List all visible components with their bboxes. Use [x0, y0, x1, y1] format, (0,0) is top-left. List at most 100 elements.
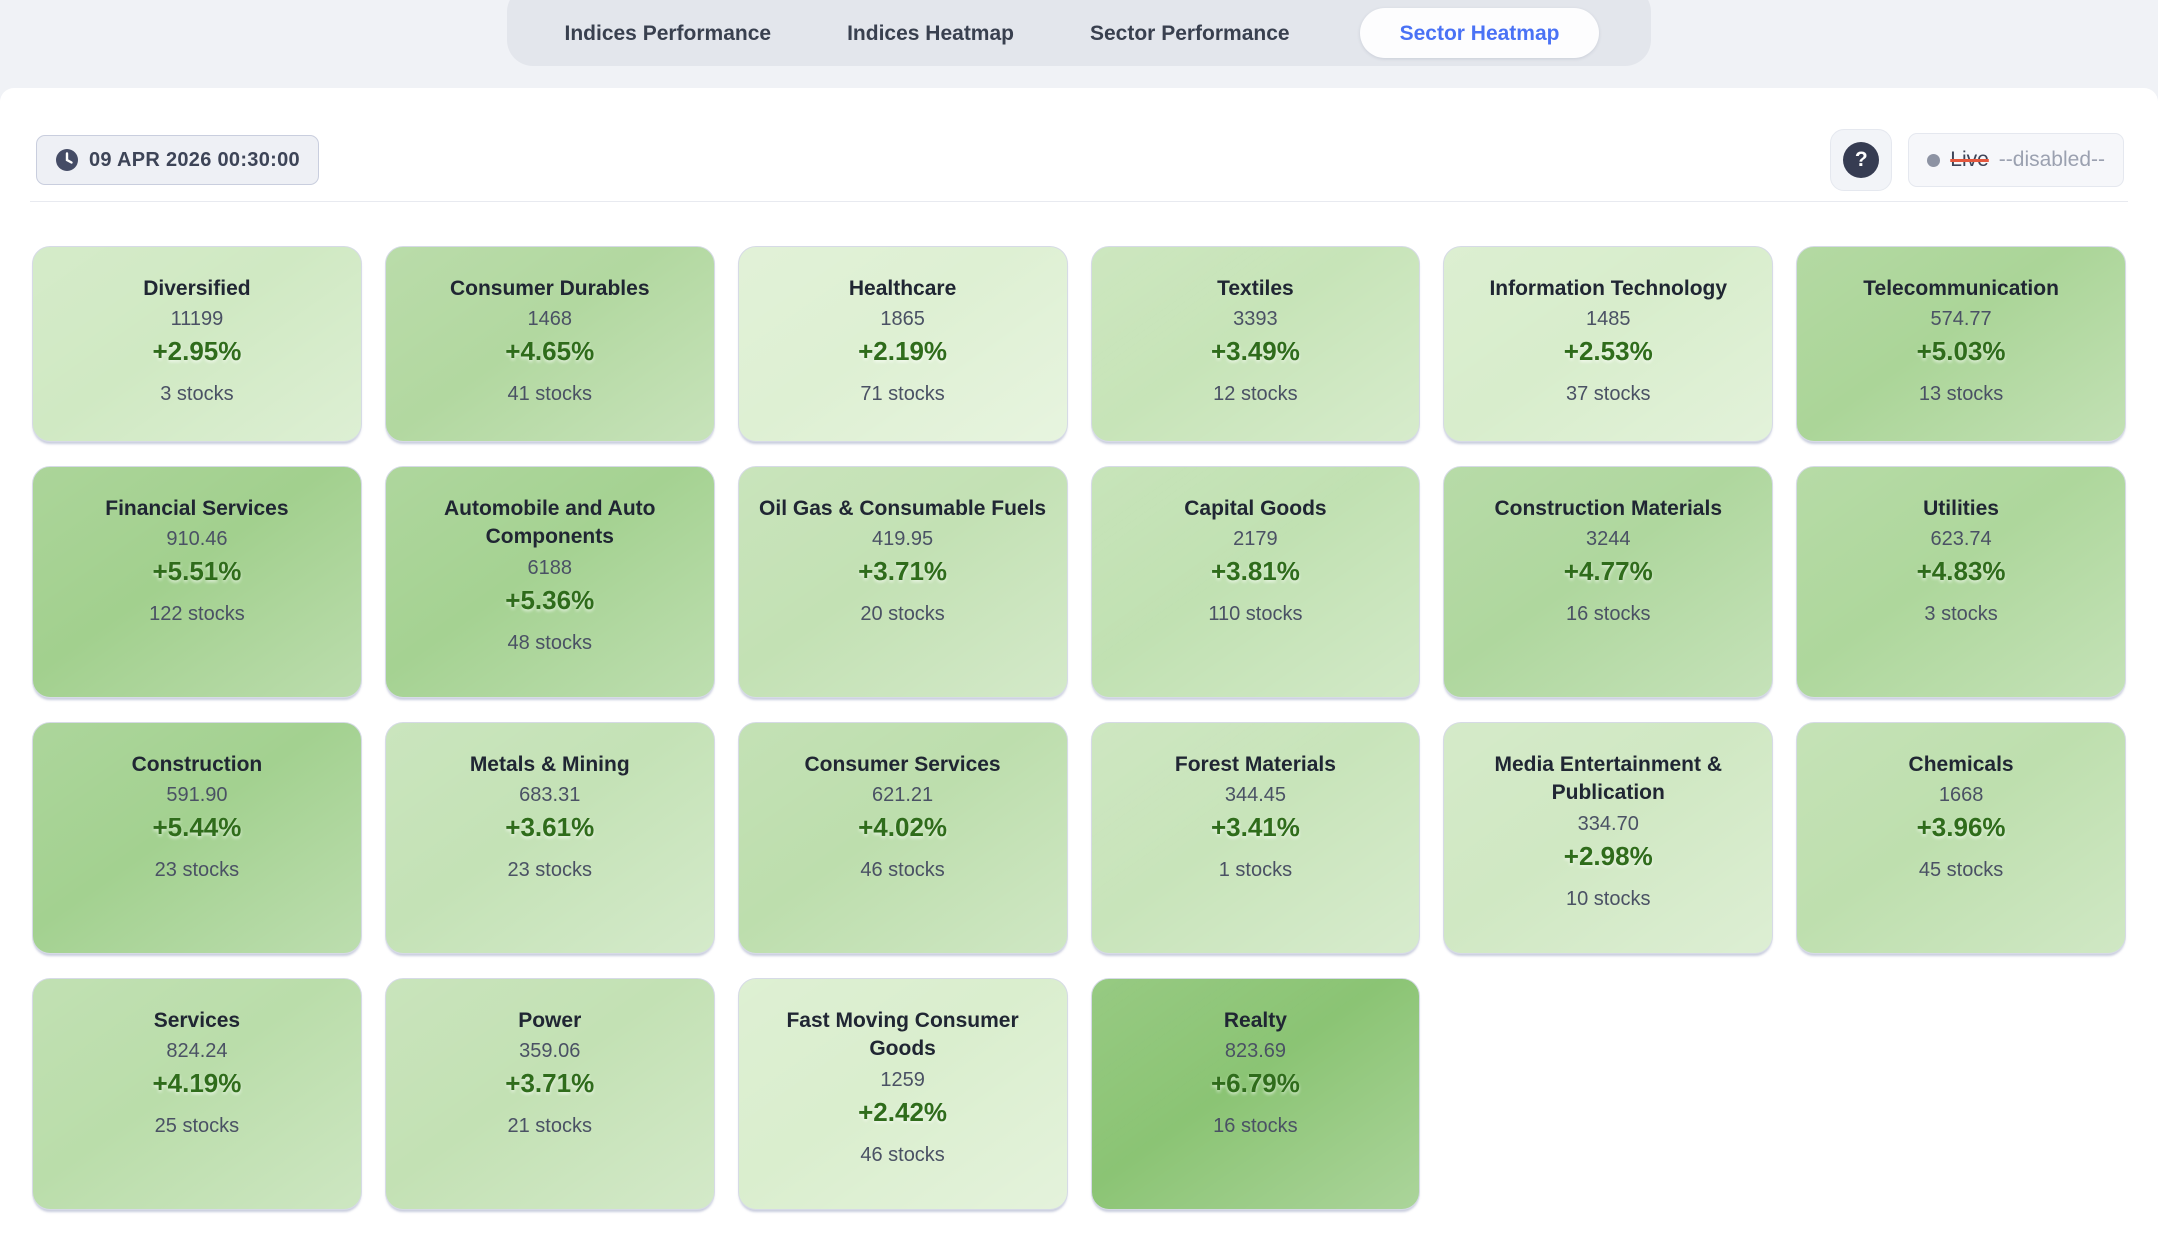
- sector-change-percent: +4.77%: [1563, 556, 1653, 587]
- live-disabled-label: --disabled--: [1998, 148, 2105, 171]
- sector-change-percent: +3.61%: [505, 812, 595, 843]
- sector-change-percent: +5.44%: [152, 812, 242, 843]
- sector-name: Capital Goods: [1184, 497, 1327, 520]
- sector-index-value: 11199: [170, 308, 224, 331]
- sector-change-percent: +5.51%: [152, 556, 242, 587]
- sector-heatmap-grid: Diversified 11199 +2.95% 3 stocks Consum…: [30, 202, 2128, 1234]
- sector-name: Media Entertainment & Publication: [1494, 753, 1723, 805]
- live-toggle[interactable]: Live --disabled--: [1908, 133, 2124, 187]
- live-label: Live: [1950, 148, 1989, 171]
- header-right: ? Live --disabled--: [1830, 129, 2124, 191]
- sector-change-percent: +2.19%: [858, 336, 948, 367]
- sector-card[interactable]: Services 824.24 +4.19% 25 stocks: [32, 978, 362, 1210]
- tab-sector-performance[interactable]: Sector Performance: [1084, 8, 1296, 58]
- sector-stock-count: 110 stocks: [1208, 603, 1303, 626]
- clock-icon: [56, 149, 78, 171]
- tab-sector-heatmap[interactable]: Sector Heatmap: [1359, 8, 1600, 58]
- sector-index-value: 344.45: [1224, 784, 1286, 807]
- sector-name: Chemicals: [1908, 753, 2014, 776]
- sector-name: Fast Moving Consumer Goods: [786, 1009, 1019, 1061]
- tab-strip: Indices Performance Indices Heatmap Sect…: [506, 0, 1652, 66]
- sector-stock-count: 45 stocks: [1918, 859, 2004, 882]
- sector-index-value: 621.21: [871, 784, 934, 807]
- sector-card[interactable]: Telecommunication 574.77 +5.03% 13 stock…: [1796, 246, 2126, 442]
- sector-name: Consumer Durables: [449, 277, 650, 300]
- sector-stock-count: 16 stocks: [1213, 1115, 1298, 1138]
- sector-card[interactable]: Construction 591.90 +5.44% 23 stocks: [32, 722, 362, 954]
- sector-index-value: 824.24: [166, 1040, 228, 1063]
- sector-change-percent: +3.96%: [1916, 812, 2006, 843]
- sector-change-percent: +2.98%: [1563, 840, 1653, 871]
- sector-change-percent: +6.79%: [1210, 1068, 1300, 1099]
- sector-card[interactable]: Diversified 11199 +2.95% 3 stocks: [32, 246, 362, 442]
- sector-change-percent: +3.49%: [1210, 336, 1300, 367]
- tab-indices-performance[interactable]: Indices Performance: [559, 8, 778, 58]
- sector-stock-count: 13 stocks: [1918, 383, 2004, 406]
- sector-change-percent: +4.65%: [505, 336, 595, 367]
- sector-card[interactable]: Financial Services 910.46 +5.51% 122 sto…: [32, 466, 362, 698]
- main-panel: 09 APR 2026 00:30:00 ? Live --disabled--…: [0, 88, 2158, 1234]
- help-button[interactable]: ?: [1830, 129, 1893, 191]
- timestamp-chip: 09 APR 2026 00:30:00: [36, 135, 319, 185]
- sector-name: Consumer Services: [804, 753, 1001, 776]
- question-icon: ?: [1843, 142, 1880, 178]
- panel-header: 09 APR 2026 00:30:00 ? Live --disabled--: [30, 88, 2128, 202]
- sector-card[interactable]: Forest Materials 344.45 +3.41% 1 stocks: [1090, 722, 1421, 954]
- sector-index-value: 419.95: [871, 528, 934, 551]
- sector-index-value: 1865: [880, 308, 925, 331]
- sector-stock-count: 122 stocks: [149, 603, 245, 626]
- sector-name: Financial Services: [105, 497, 289, 520]
- sector-card[interactable]: Chemicals 1668 +3.96% 45 stocks: [1796, 722, 2126, 954]
- sector-card[interactable]: Construction Materials 3244 +4.77% 16 st…: [1443, 466, 1774, 698]
- sector-card[interactable]: Consumer Services 621.21 +4.02% 46 stock…: [737, 722, 1068, 954]
- sector-change-percent: +3.41%: [1210, 812, 1300, 843]
- sector-name: Oil Gas & Consumable Fuels: [759, 497, 1047, 520]
- sector-card[interactable]: Healthcare 1865 +2.19% 71 stocks: [737, 246, 1068, 442]
- sector-index-value: 3393: [1233, 308, 1278, 331]
- sector-name: Information Technology: [1489, 277, 1728, 300]
- sector-card[interactable]: Consumer Durables 1468 +4.65% 41 stocks: [384, 246, 715, 442]
- sector-card[interactable]: Automobile and Auto Components 6188 +5.3…: [384, 466, 715, 698]
- sector-index-value: 3244: [1585, 528, 1631, 551]
- sector-name: Construction Materials: [1494, 497, 1723, 520]
- sector-stock-count: 25 stocks: [154, 1115, 240, 1138]
- sector-card[interactable]: Utilities 623.74 +4.83% 3 stocks: [1796, 466, 2126, 698]
- sector-name: Automobile and Auto Components: [443, 497, 656, 549]
- sector-card[interactable]: Metals & Mining 683.31 +3.61% 23 stocks: [384, 722, 715, 954]
- top-bar: Indices Performance Indices Heatmap Sect…: [0, 0, 2158, 88]
- sector-index-value: 6188: [527, 556, 572, 579]
- sector-index-value: 823.69: [1224, 1040, 1286, 1063]
- sector-index-value: 1259: [880, 1068, 925, 1091]
- sector-index-value: 591.90: [166, 784, 228, 807]
- sector-index-value: 683.31: [519, 784, 581, 807]
- live-dot-icon: [1927, 153, 1941, 167]
- sector-stock-count: 48 stocks: [507, 631, 592, 654]
- sector-card[interactable]: Power 359.06 +3.71% 21 stocks: [384, 978, 715, 1210]
- sector-change-percent: +3.71%: [505, 1068, 595, 1099]
- sector-index-value: 2179: [1233, 528, 1278, 551]
- sector-stock-count: 46 stocks: [860, 859, 945, 882]
- sector-stock-count: 71 stocks: [860, 383, 945, 406]
- sector-stock-count: 3 stocks: [160, 383, 234, 406]
- tab-indices-heatmap[interactable]: Indices Heatmap: [841, 8, 1020, 58]
- sector-stock-count: 21 stocks: [507, 1115, 592, 1138]
- sector-name: Diversified: [143, 277, 251, 300]
- sector-card[interactable]: Realty 823.69 +6.79% 16 stocks: [1090, 978, 1421, 1210]
- sector-stock-count: 10 stocks: [1566, 887, 1651, 910]
- sector-index-value: 1485: [1585, 308, 1631, 331]
- sector-index-value: 334.70: [1577, 812, 1639, 835]
- sector-card[interactable]: Fast Moving Consumer Goods 1259 +2.42% 4…: [737, 978, 1068, 1210]
- sector-change-percent: +4.19%: [152, 1068, 242, 1099]
- sector-name: Telecommunication: [1863, 277, 2059, 300]
- sector-card[interactable]: Oil Gas & Consumable Fuels 419.95 +3.71%…: [737, 466, 1068, 698]
- sector-change-percent: +5.03%: [1916, 336, 2006, 367]
- sector-card[interactable]: Capital Goods 2179 +3.81% 110 stocks: [1090, 466, 1421, 698]
- sector-name: Forest Materials: [1174, 753, 1336, 776]
- sector-name: Power: [518, 1009, 582, 1032]
- sector-name: Metals & Mining: [469, 753, 630, 776]
- sector-card[interactable]: Media Entertainment & Publication 334.70…: [1443, 722, 1774, 954]
- sector-name: Construction: [131, 753, 263, 776]
- sector-card[interactable]: Textiles 3393 +3.49% 12 stocks: [1090, 246, 1421, 442]
- sector-card[interactable]: Information Technology 1485 +2.53% 37 st…: [1443, 246, 1774, 442]
- sector-stock-count: 41 stocks: [507, 383, 592, 406]
